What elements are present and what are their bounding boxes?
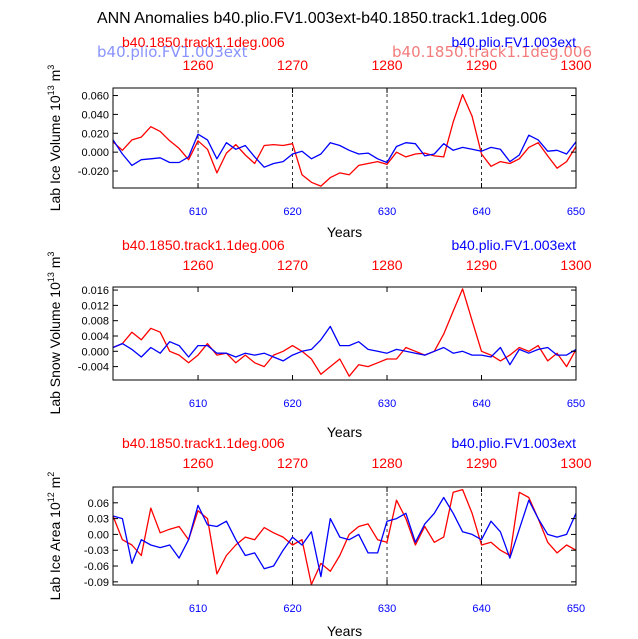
x-tick-label: 640 bbox=[472, 206, 490, 218]
x-tick-label: 640 bbox=[472, 398, 490, 410]
series-label-blue: b40.plio.FV1.003ext bbox=[451, 34, 576, 50]
plot-frame bbox=[112, 87, 577, 189]
y-tick-label: 0.00 bbox=[88, 529, 109, 541]
top-x-tick-label: 1260 bbox=[182, 455, 213, 471]
overlay-label-blue: b40.plio.FV1.003ext bbox=[97, 43, 248, 61]
top-x-tick-label: 1300 bbox=[560, 257, 591, 273]
y-tick-label: 0.008 bbox=[81, 316, 109, 328]
top-x-tick-label: 1260 bbox=[182, 57, 213, 73]
y-tick-label: 0.03 bbox=[88, 514, 109, 526]
y-tick-label: 0.012 bbox=[81, 300, 109, 312]
y-tick-label: 0.060 bbox=[81, 91, 109, 103]
y-tick-label: 0.020 bbox=[81, 128, 109, 140]
x-tick-label: 610 bbox=[189, 603, 207, 615]
chart-panel-3: -0.09 -0.06 -0.03 0.00 0.03 0.06 610 620 630 640 6… bbox=[46, 435, 592, 639]
y-axis-label: Lab Ice Area 1012 m2 bbox=[46, 472, 63, 601]
y-tick-label: 0.040 bbox=[81, 109, 109, 121]
x-tick-label: 620 bbox=[283, 398, 301, 410]
top-x-tick-label: 1270 bbox=[277, 57, 308, 73]
x-tick-label: 650 bbox=[567, 398, 585, 410]
x-axis-label: Years bbox=[327, 224, 362, 240]
top-x-tick-label: 1290 bbox=[466, 455, 497, 471]
y-tick-label: 0.06 bbox=[88, 498, 109, 510]
x-axis-label: Years bbox=[327, 424, 362, 440]
y-axis-label: Lab Snow Volume 1013 m3 bbox=[46, 252, 63, 415]
x-axis-label: Years bbox=[327, 623, 362, 639]
plot-frame bbox=[112, 486, 577, 586]
chart-panel-2: -0.004 0.000 0.004 0.008 0.012 0.016 610 620 630… bbox=[46, 237, 592, 440]
series-line-blue bbox=[112, 133, 577, 168]
top-x-tick-label: 1290 bbox=[466, 57, 497, 73]
top-x-tick-label: 1290 bbox=[466, 257, 497, 273]
series-label-red: b40.1850.track1.1deg.006 bbox=[122, 237, 285, 253]
top-x-tick-label: 1280 bbox=[371, 257, 402, 273]
chart-panel-1: -0.020 0.000 0.020 0.040 0.060 610 620 630 640 65… bbox=[46, 34, 592, 240]
x-tick-label: 630 bbox=[378, 206, 396, 218]
x-tick-label: 650 bbox=[567, 206, 585, 218]
top-x-tick-label: 1280 bbox=[371, 455, 402, 471]
figure-title: ANN Anomalies b40.plio.FV1.003ext-b40.18… bbox=[97, 10, 547, 27]
series-label-blue: b40.plio.FV1.003ext bbox=[451, 435, 576, 451]
series-line-red bbox=[112, 93, 577, 187]
y-tick-label: -0.03 bbox=[84, 545, 109, 557]
x-tick-label: 630 bbox=[378, 398, 396, 410]
series-label-red: b40.1850.track1.1deg.006 bbox=[122, 34, 285, 50]
y-tick-label: 0.000 bbox=[81, 147, 109, 159]
y-tick-label: 0.000 bbox=[81, 346, 109, 358]
x-tick-label: 620 bbox=[283, 206, 301, 218]
y-tick-label: 0.016 bbox=[81, 285, 109, 297]
y-tick-label: -0.06 bbox=[84, 561, 109, 573]
x-tick-label: 620 bbox=[283, 603, 301, 615]
top-x-tick-label: 1270 bbox=[277, 257, 308, 273]
y-tick-label: -0.004 bbox=[78, 362, 109, 374]
x-tick-label: 650 bbox=[567, 603, 585, 615]
top-x-tick-label: 1270 bbox=[277, 455, 308, 471]
series-line-red bbox=[112, 488, 577, 586]
y-axis-label: Lab Ice Volume 1013 m3 bbox=[46, 65, 63, 212]
y-tick-label: 0.004 bbox=[81, 331, 109, 343]
x-tick-label: 610 bbox=[189, 398, 207, 410]
x-tick-label: 610 bbox=[189, 206, 207, 218]
top-x-tick-label: 1300 bbox=[560, 57, 591, 73]
top-x-tick-label: 1300 bbox=[560, 455, 591, 471]
plot-frame bbox=[112, 286, 577, 381]
series-line-blue bbox=[112, 325, 577, 366]
y-tick-label: -0.020 bbox=[78, 166, 109, 178]
x-tick-label: 640 bbox=[472, 603, 490, 615]
y-tick-label: -0.09 bbox=[84, 577, 109, 589]
overlay-label-red: b40.1850.track1.1deg.006 bbox=[392, 43, 592, 61]
x-tick-label: 630 bbox=[378, 603, 396, 615]
top-x-tick-label: 1280 bbox=[371, 57, 402, 73]
series-line-blue bbox=[112, 496, 577, 578]
series-label-blue: b40.plio.FV1.003ext bbox=[451, 237, 576, 253]
top-x-tick-label: 1260 bbox=[182, 257, 213, 273]
series-line-red bbox=[112, 288, 577, 377]
series-label-red: b40.1850.track1.1deg.006 bbox=[122, 435, 285, 451]
